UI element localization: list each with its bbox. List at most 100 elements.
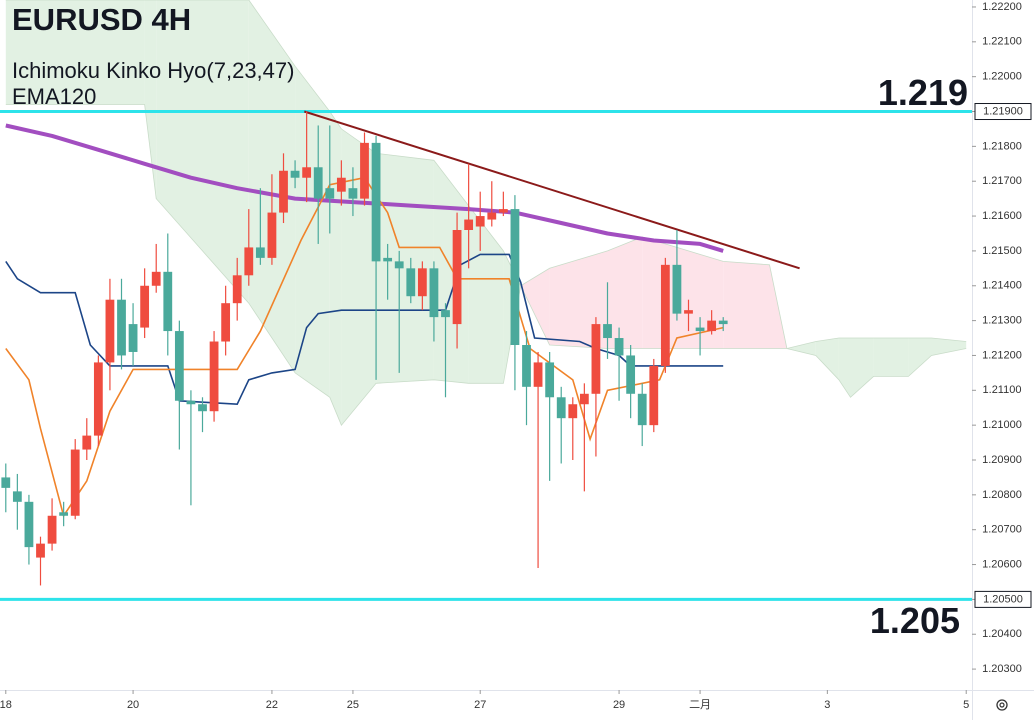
legend-ichimoku: Ichimoku Kinko Hyo(7,23,47) [12, 58, 294, 83]
candle-body [267, 212, 277, 258]
candle-body [198, 404, 207, 412]
cloud-fill [850, 338, 874, 398]
candle-body [579, 393, 589, 405]
candle-body [47, 515, 57, 544]
candle-body [556, 397, 566, 419]
trend-line [303, 110, 800, 270]
candle-body [533, 362, 543, 387]
level-label: 1.205 [870, 600, 960, 641]
candle-body [464, 219, 474, 230]
candle-body [695, 327, 705, 332]
candle-body [614, 338, 624, 356]
candle-body [140, 285, 150, 328]
y-tick-label: 1.22000 [982, 71, 1022, 83]
candle-body [360, 142, 369, 199]
settings-icon-ring [996, 699, 1008, 711]
x-tick-label: 二月 [689, 699, 711, 711]
candle-body [348, 188, 358, 199]
cloud-fill [931, 338, 967, 356]
cloud-fill [144, 0, 157, 199]
candle-body [279, 170, 288, 213]
level-label: 1.219 [878, 72, 968, 113]
candle-body [209, 341, 219, 412]
y-tick-label: 1.21400 [982, 280, 1022, 292]
candle-body [660, 264, 670, 366]
x-tick-label: 29 [613, 699, 625, 711]
candle-body [128, 324, 138, 352]
x-tick-label: 3 [824, 699, 830, 711]
y-tick-label: 1.21500 [982, 245, 1022, 257]
candle-body [498, 209, 508, 213]
cloud-fill [520, 268, 550, 345]
candle-body [244, 247, 254, 276]
cloud-fill [908, 338, 932, 377]
settings-icon[interactable] [996, 699, 1008, 711]
cloud-fill [295, 66, 330, 398]
y-tick-label: 1.20300 [982, 663, 1022, 675]
cloud-fill [5, 0, 145, 105]
cloud-span-a [5, 0, 967, 349]
y-tick-label: 1.22100 [982, 36, 1022, 48]
x-tick-label: 22 [266, 699, 278, 711]
y-tick-label: 1.21800 [982, 140, 1022, 152]
kijun-line [5, 253, 724, 406]
candle-body [545, 362, 555, 398]
candle-body [718, 320, 728, 325]
level-axis-label: 1.21900 [983, 105, 1023, 117]
y-tick-label: 1.20800 [982, 489, 1022, 501]
candle-body [221, 303, 231, 342]
candle-body [59, 512, 69, 516]
candle-body [70, 449, 80, 516]
y-tick-label: 1.21700 [982, 175, 1022, 187]
level-axis-label: 1.20500 [983, 593, 1023, 605]
legend-ema: EMA120 [12, 84, 96, 109]
cloud-fill [815, 338, 839, 380]
candle-body [93, 362, 103, 436]
candle-body [336, 177, 346, 192]
chart-title: EURUSD 4H [12, 2, 191, 37]
y-tick-label: 1.20600 [982, 558, 1022, 570]
cloud-fill [786, 341, 816, 356]
candle-body [313, 167, 323, 199]
y-tick-label: 1.22200 [982, 1, 1022, 13]
candle-body [302, 167, 312, 178]
y-tick-label: 1.20400 [982, 628, 1022, 640]
candle-body [117, 299, 126, 356]
x-tick-label: 5 [963, 699, 969, 711]
cloud-fill [202, 0, 249, 304]
y-tick-label: 1.21600 [982, 210, 1022, 222]
candle-body [371, 142, 381, 262]
level-axis-box [974, 590, 1032, 608]
x-tick-label: 18 [0, 699, 12, 711]
cloud-fill [642, 237, 677, 349]
x-tick-label: 27 [474, 699, 486, 711]
candle-body [522, 345, 531, 387]
cloud-fill [433, 160, 469, 384]
candle-body [151, 271, 161, 286]
y-tick-label: 1.21200 [982, 349, 1022, 361]
settings-icon-core [999, 702, 1005, 708]
level-axis-box [974, 103, 1032, 121]
y-tick-label: 1.21000 [982, 419, 1022, 431]
y-tick-label: 1.20900 [982, 454, 1022, 466]
candle-body [232, 275, 242, 304]
candle-body [255, 247, 265, 258]
candle-body [487, 212, 497, 220]
y-tick-label: 1.20700 [982, 524, 1022, 536]
y-tick-label: 1.21100 [983, 384, 1022, 396]
candle-body [441, 310, 450, 318]
cloud-fill [376, 153, 434, 384]
x-tick-label: 25 [347, 699, 359, 711]
candle-body [672, 264, 682, 314]
candle-body [406, 268, 416, 297]
candle-body [684, 310, 693, 314]
candle-body [475, 216, 485, 227]
cloud-fill [329, 111, 342, 426]
candle-body [637, 393, 647, 426]
candle-body [568, 404, 578, 419]
candle-body [452, 230, 462, 325]
candle-body [12, 491, 22, 502]
plot-area [0, 0, 972, 601]
